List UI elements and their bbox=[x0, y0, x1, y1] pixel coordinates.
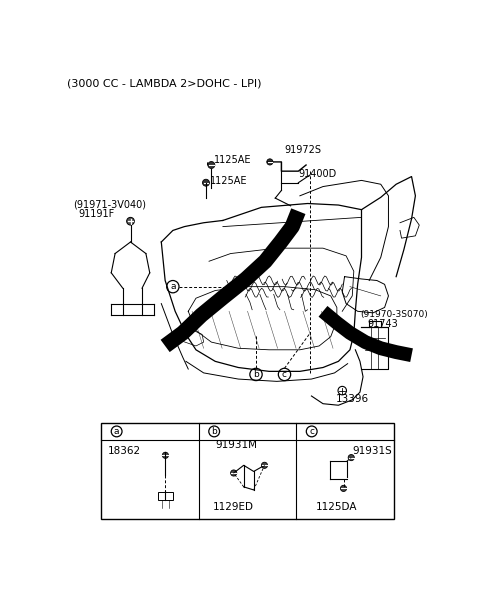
Circle shape bbox=[203, 179, 209, 186]
Text: 1125AE: 1125AE bbox=[210, 176, 247, 186]
Circle shape bbox=[162, 452, 168, 459]
Text: 1125DA: 1125DA bbox=[315, 502, 357, 512]
Text: 91931S: 91931S bbox=[353, 446, 393, 456]
Circle shape bbox=[127, 217, 134, 225]
Text: (3000 CC - LAMBDA 2>DOHC - LPI): (3000 CC - LAMBDA 2>DOHC - LPI) bbox=[67, 79, 262, 89]
Text: 91191F: 91191F bbox=[78, 209, 114, 218]
Text: (91971-3V040): (91971-3V040) bbox=[73, 200, 146, 209]
Text: 18362: 18362 bbox=[108, 446, 141, 456]
Text: 91972S: 91972S bbox=[285, 145, 322, 155]
Circle shape bbox=[208, 162, 215, 168]
Circle shape bbox=[340, 485, 347, 491]
Text: 1129ED: 1129ED bbox=[213, 502, 253, 512]
Bar bbox=[158, 492, 173, 500]
Circle shape bbox=[267, 159, 273, 165]
Text: c: c bbox=[282, 370, 287, 379]
Text: (91970-3S070): (91970-3S070) bbox=[360, 310, 428, 319]
Text: 91931M: 91931M bbox=[216, 440, 258, 450]
Text: 13396: 13396 bbox=[336, 394, 369, 404]
Text: b: b bbox=[253, 370, 259, 379]
Text: b: b bbox=[211, 427, 217, 436]
Text: 91400D: 91400D bbox=[299, 169, 336, 179]
Circle shape bbox=[230, 470, 237, 476]
Text: 1125AE: 1125AE bbox=[215, 155, 252, 165]
Text: 91743: 91743 bbox=[368, 319, 398, 329]
Circle shape bbox=[348, 454, 354, 460]
Bar bbox=[101, 423, 394, 519]
Text: c: c bbox=[309, 427, 314, 436]
Text: a: a bbox=[170, 282, 176, 291]
Circle shape bbox=[262, 462, 267, 468]
Text: a: a bbox=[114, 427, 120, 436]
